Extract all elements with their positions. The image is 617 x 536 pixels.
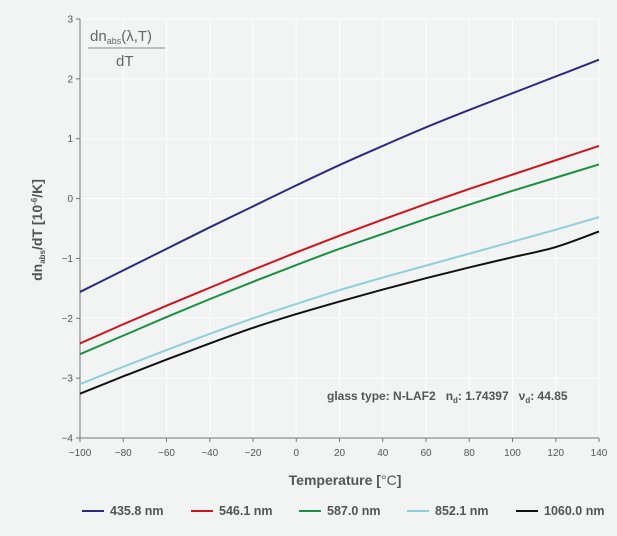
axes	[76, 18, 600, 442]
y-axis-title-exp: -6	[30, 197, 39, 205]
x-tick-label: −100	[69, 448, 92, 459]
formula-box: dnabs(λ,T) dT	[88, 28, 165, 70]
legend-label-4: 852.1 nm	[435, 504, 489, 518]
y-tick-label: −4	[62, 434, 74, 445]
formula-numerator: dnabs(λ,T)	[90, 28, 152, 46]
y-axis-title-end: /K]	[29, 179, 45, 198]
x-axis-title-part3: ]	[397, 472, 402, 488]
series-line-2	[79, 144, 600, 345]
y-axis-title-abs: abs	[38, 249, 47, 263]
x-axis-title-part1: Temperature [	[289, 472, 382, 488]
series-line-1	[79, 58, 600, 293]
x-tick-label: −80	[115, 448, 132, 459]
x-axis-title: Temperature [°C]	[289, 472, 402, 488]
series-line-3	[79, 163, 600, 356]
x-tick-label: −20	[245, 448, 262, 459]
y-axis-title: dnabs/dT [10-6/K]	[29, 179, 47, 281]
y-tick-label: −1	[62, 254, 74, 265]
annotation-vd-symbol: ν	[519, 389, 526, 403]
annotation-glass-type: glass type: N-LAF2	[327, 389, 436, 403]
formula-args: (λ,T)	[121, 28, 152, 45]
annotation-vd-sub: d	[525, 396, 530, 405]
annotation-text: glass type: N-LAF2 nd: 1.74397 νd: 44.85	[327, 389, 568, 405]
y-tick-label: −2	[62, 314, 74, 325]
legend-label-5: 1060.0 nm	[544, 504, 604, 518]
series-line-5	[79, 230, 600, 395]
x-tick-label: 120	[547, 448, 564, 459]
annotation-vd-value: : 44.85	[530, 389, 568, 403]
x-tick-label: 80	[464, 448, 476, 459]
y-tick-label: 2	[67, 74, 73, 85]
x-tick-label: 0	[293, 448, 299, 459]
x-tick-label: 140	[591, 448, 608, 459]
formula-abs-sub: abs	[107, 36, 122, 46]
y-tick-label: −3	[62, 374, 74, 385]
legend-label-1: 435.8 nm	[110, 504, 164, 518]
annotation-nd-sub: d	[453, 396, 458, 405]
x-tick-label: −60	[158, 448, 175, 459]
annotation-nd-value: : 1.74397	[458, 389, 509, 403]
x-tick-label: 20	[334, 448, 346, 459]
y-tick-label: 1	[67, 134, 73, 145]
y-tick-label: 0	[67, 194, 73, 205]
x-axis-title-unit: °C	[381, 472, 397, 488]
tick-labels: −100 −80 −60 −40 −20 0 20 40 60 80 100 120 140−4−3−2…	[62, 15, 608, 460]
series-line-4	[79, 216, 600, 386]
legend-label-3: 587.0 nm	[327, 504, 381, 518]
formula-denominator: dT	[116, 53, 134, 70]
y-tick-label: 3	[67, 15, 73, 26]
formula-dn: dn	[90, 28, 107, 45]
x-tick-label: −40	[201, 448, 218, 459]
x-tick-label: 100	[504, 448, 521, 459]
y-axis-title-dn: dn	[29, 264, 45, 281]
y-axis-title-mid: /dT [10	[29, 205, 45, 250]
legend-label-2: 546.1 nm	[219, 504, 273, 518]
annotation-nd-symbol: n	[446, 389, 453, 403]
x-tick-label: 60	[420, 448, 432, 459]
x-tick-label: 40	[377, 448, 389, 459]
series-lines	[79, 58, 600, 395]
legend: 435.8 nm 546.1 nm 587.0 nm 852.1 nm 1060.0 n…	[82, 504, 604, 518]
grid	[80, 18, 600, 438]
